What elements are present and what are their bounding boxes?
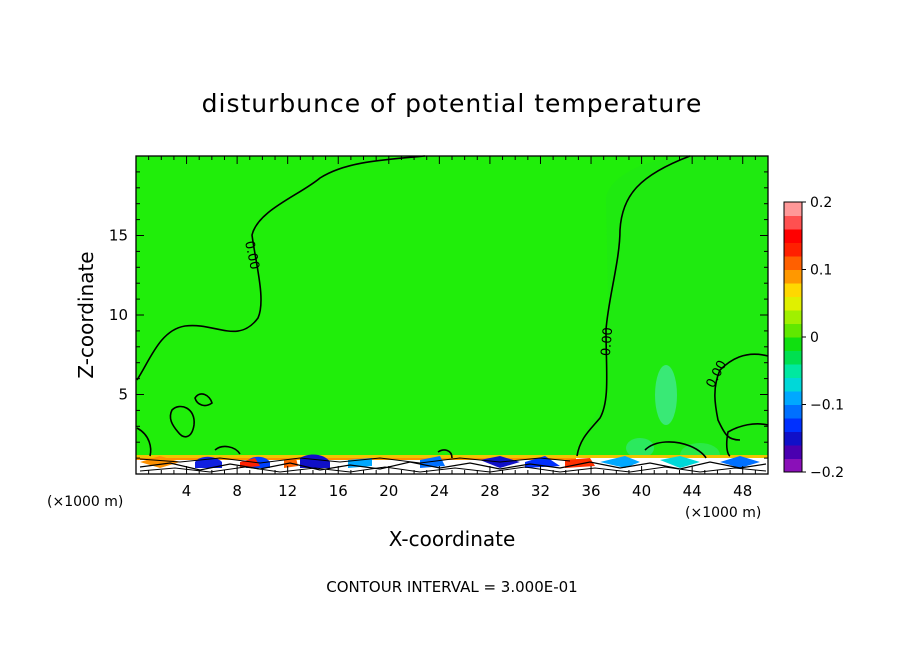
x-axis-label: X-coordinate [389, 527, 516, 551]
colorbar-swatch [784, 350, 802, 365]
colorbar-swatch [784, 202, 802, 216]
colorbar-tick-label: −0.1 [810, 398, 844, 414]
x-axis: 4 8 12 16 20 24 28 32 36 40 44 48 [148, 156, 756, 500]
colorbar-swatch [784, 323, 802, 338]
colorbar-swatch [784, 377, 802, 392]
contour-label-middle: 0.00 [599, 327, 616, 357]
colorbar-swatch [784, 364, 802, 378]
x-tick-label: 48 [733, 482, 752, 500]
colorbar-swatch [784, 256, 802, 270]
contour-interval-note: CONTOUR INTERVAL = 3.000E-01 [326, 578, 577, 596]
chart-title: disturbunce of potential temperature [202, 89, 703, 118]
contour-lines [136, 155, 769, 459]
x-tick-label: 24 [430, 482, 449, 500]
colorbar-tick-label: 0.2 [810, 195, 832, 211]
x-tick-label: 20 [379, 482, 398, 500]
x-tick-label: 40 [632, 482, 651, 500]
x-tick-label: 32 [531, 482, 550, 500]
x-tick-label: 36 [581, 482, 600, 500]
colorbar: 0.2 0.1 0 −0.1 −0.2 [783, 195, 844, 481]
x-tick-label: 8 [232, 482, 242, 500]
colorbar-swatch [784, 310, 802, 324]
y-axis-unit: (×1000 m) [47, 494, 123, 510]
y-tick-label: 5 [118, 386, 128, 404]
y-axis-label: Z-coordinate [74, 251, 98, 378]
colorbar-tick-label: −0.2 [810, 465, 844, 481]
field-variations [575, 156, 768, 474]
colorbar-swatch [784, 337, 802, 351]
x-tick-label: 4 [182, 482, 192, 500]
x-tick-label: 16 [329, 482, 348, 500]
x-tick-label: 12 [278, 482, 297, 500]
colorbar-swatch [784, 229, 802, 243]
y-tick-label: 10 [109, 306, 128, 324]
colorbar-tick-label: 0 [810, 330, 819, 346]
colorbar-swatch [784, 431, 802, 446]
y-tick-label: 15 [109, 227, 128, 245]
colorbar-swatch [784, 269, 802, 284]
colorbar-swatch [784, 458, 802, 473]
colorbar-swatch [784, 391, 802, 405]
colorbar-swatch [784, 215, 802, 230]
colorbar-tick-label: 0.1 [810, 263, 832, 279]
colorbar-swatch [784, 242, 802, 257]
x-tick-label: 28 [480, 482, 499, 500]
contour-label-left: 0.00 [241, 240, 262, 271]
x-tick-label: 44 [683, 482, 702, 500]
x-axis-unit: (×1000 m) [685, 505, 761, 521]
colorbar-swatch [784, 404, 802, 419]
y-axis: 5 10 15 [109, 171, 768, 459]
colorbar-swatch [784, 445, 802, 459]
colorbar-swatch [784, 283, 802, 297]
colorbar-swatch [784, 296, 802, 311]
colorbar-swatch [784, 418, 802, 432]
